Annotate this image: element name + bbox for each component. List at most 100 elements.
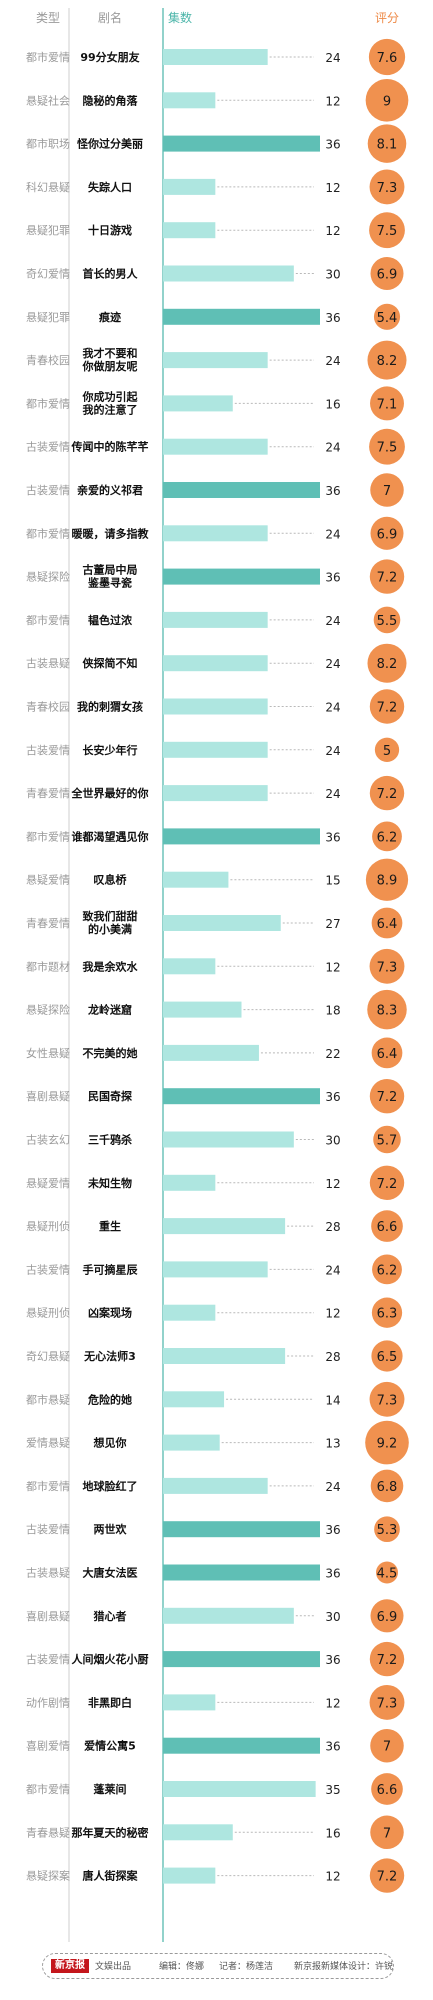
episodes-bar bbox=[163, 1044, 259, 1061]
drama-title: 不完美的她 bbox=[83, 1046, 138, 1060]
score-bubble bbox=[370, 256, 404, 291]
score-bubble bbox=[369, 1381, 405, 1417]
score-value: 8.2 bbox=[377, 657, 398, 672]
drama-title: 十日游戏 bbox=[88, 223, 132, 237]
score-bubble bbox=[371, 1340, 403, 1372]
score-value: 6.4 bbox=[377, 917, 398, 932]
score-bubble bbox=[370, 1469, 404, 1503]
drama-title: 全世界最好的你 bbox=[71, 786, 149, 800]
score-value: 7.2 bbox=[377, 1653, 398, 1668]
episodes-bar bbox=[163, 568, 320, 585]
score-bubble bbox=[367, 124, 407, 163]
episodes-bar bbox=[163, 1348, 286, 1364]
score-bubble bbox=[370, 1599, 404, 1633]
episodes-value: 12 bbox=[325, 1307, 340, 1321]
episodes-bar bbox=[163, 308, 320, 325]
genre-label: 科幻悬疑 bbox=[26, 180, 70, 194]
episodes-bar bbox=[163, 1521, 320, 1538]
episodes-bar bbox=[163, 1781, 316, 1797]
genre-label: 奇幻爱情 bbox=[26, 268, 70, 281]
episodes-bar bbox=[163, 1131, 294, 1148]
genre-label: 悬疑社会 bbox=[26, 93, 70, 107]
episodes-bar bbox=[163, 1304, 216, 1321]
score-value: 6.9 bbox=[377, 527, 398, 542]
score-bubble bbox=[374, 737, 400, 762]
score-bubble bbox=[369, 1684, 405, 1720]
score-bubble bbox=[369, 169, 405, 205]
episodes-bar bbox=[163, 49, 268, 65]
genre-label: 青春爱情 bbox=[26, 917, 70, 930]
score-value: 6.3 bbox=[377, 1307, 398, 1322]
drama-title: 危险的她 bbox=[87, 1392, 132, 1406]
genre-label: 青春悬疑 bbox=[26, 1826, 70, 1839]
score-value: 7.3 bbox=[377, 181, 398, 196]
score-value: 7.3 bbox=[377, 960, 398, 975]
episodes-value: 36 bbox=[325, 484, 340, 498]
drama-title: 长安少年行 bbox=[83, 743, 138, 757]
episodes-value: 12 bbox=[325, 1696, 340, 1710]
episodes-value: 12 bbox=[325, 960, 340, 974]
score-bubble bbox=[371, 1297, 403, 1328]
genre-label: 青春校园 bbox=[26, 353, 70, 367]
score-value: 7.5 bbox=[377, 224, 398, 239]
drama-title: 蓬莱间 bbox=[94, 1782, 127, 1796]
episodes-value: 36 bbox=[325, 830, 340, 844]
score-bubble bbox=[367, 643, 407, 683]
drama-title: 重生 bbox=[99, 1219, 121, 1233]
score-value: 7.2 bbox=[377, 1090, 398, 1105]
drama-title: 人间烟火花小厨 bbox=[72, 1652, 149, 1666]
score-value: 5.4 bbox=[377, 311, 398, 326]
score-value: 8.2 bbox=[377, 354, 398, 369]
producer-credit: 文娱出品 bbox=[95, 1962, 132, 1972]
drama-title-line: 你做朋友呢 bbox=[82, 359, 138, 373]
genre-label: 悬疑犯罪 bbox=[26, 311, 70, 324]
episodes-bar bbox=[163, 1477, 268, 1494]
score-bubble bbox=[369, 1165, 405, 1201]
episodes-value: 24 bbox=[325, 354, 340, 368]
episodes-bar bbox=[163, 178, 216, 195]
drama-title: 暖暖，请多指教 bbox=[72, 526, 150, 540]
episodes-value: 24 bbox=[325, 614, 340, 628]
genre-label: 都市爱情 bbox=[26, 1479, 70, 1493]
header-score: 评分 bbox=[375, 11, 399, 25]
score-value: 5 bbox=[383, 744, 391, 759]
episodes-value: 36 bbox=[325, 1653, 340, 1667]
episodes-value: 16 bbox=[325, 397, 340, 411]
episodes-bar bbox=[163, 482, 320, 498]
score-value: 8.9 bbox=[377, 874, 398, 889]
episodes-bar bbox=[163, 525, 268, 542]
episodes-bar bbox=[163, 741, 268, 758]
drama-title: 手可摘星辰 bbox=[83, 1262, 139, 1276]
episodes-bar bbox=[163, 1434, 220, 1451]
episodes-value: 24 bbox=[325, 1480, 340, 1494]
genre-label: 悬疑爱情 bbox=[26, 1177, 70, 1190]
credits-footer: 新京报 文娱出品 编辑：佟娜 记者：杨莲洁 新京报新媒体设计：许锐 bbox=[42, 1953, 394, 1979]
episodes-value: 30 bbox=[325, 1610, 340, 1624]
drama-title: 传闻中的陈芊芊 bbox=[71, 440, 149, 454]
episodes-bar bbox=[163, 1391, 225, 1408]
episodes-value: 12 bbox=[325, 1177, 340, 1191]
score-bubble bbox=[369, 689, 405, 724]
genre-label: 悬疑探险 bbox=[26, 1003, 70, 1017]
score-value: 8.1 bbox=[377, 138, 398, 153]
score-bubble bbox=[370, 1728, 404, 1763]
score-value: 9 bbox=[383, 94, 391, 109]
episodes-value: 24 bbox=[325, 441, 340, 455]
score-bubble bbox=[372, 821, 402, 852]
score-bubble bbox=[376, 1561, 398, 1584]
episodes-value: 27 bbox=[325, 917, 340, 931]
score-bubble bbox=[365, 858, 409, 901]
episodes-bar bbox=[163, 92, 216, 109]
score-value: 6.5 bbox=[377, 1350, 398, 1365]
score-value: 7.2 bbox=[377, 571, 398, 586]
episodes-bar bbox=[163, 1867, 216, 1884]
episodes-bar bbox=[163, 1564, 320, 1581]
score-bubble bbox=[373, 606, 401, 634]
episodes-bar bbox=[163, 1001, 242, 1018]
score-value: 6.2 bbox=[377, 830, 398, 845]
drama-title: 爱情公寓5 bbox=[84, 1739, 136, 1753]
drama-title-line: 鉴墨寻瓷 bbox=[87, 576, 132, 590]
episodes-value: 36 bbox=[325, 311, 340, 325]
score-bubble bbox=[372, 1254, 402, 1285]
episodes-bar bbox=[163, 352, 268, 369]
